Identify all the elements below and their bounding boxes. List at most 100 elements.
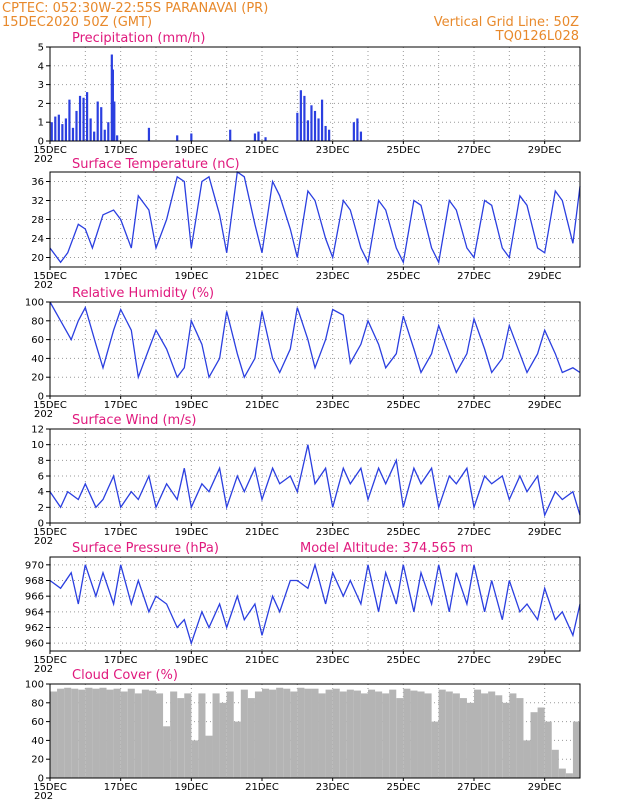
- bar: [61, 124, 64, 141]
- bar: [332, 688, 340, 778]
- year-fragment: 202: [34, 791, 53, 800]
- x-tick-label: 29DEC: [528, 145, 562, 156]
- y-tick-label: 100: [25, 680, 44, 691]
- bar: [96, 101, 99, 141]
- bar: [276, 687, 284, 778]
- bar: [103, 129, 106, 141]
- bar: [328, 129, 331, 141]
- panel-title: Relative Humidity (%): [72, 286, 214, 301]
- x-tick-label: 19DEC: [174, 145, 208, 156]
- bar: [107, 122, 110, 141]
- bar: [100, 107, 103, 141]
- y-tick-label: 20: [31, 373, 44, 384]
- y-tick-label: 970: [25, 560, 44, 571]
- bar: [306, 120, 310, 141]
- bar: [240, 689, 248, 778]
- bar: [254, 691, 262, 778]
- bar: [92, 688, 100, 778]
- y-tick-label: 100: [25, 298, 44, 309]
- y-tick-label: 6: [38, 472, 44, 483]
- x-tick-label: 21DEC: [245, 400, 279, 411]
- bar: [113, 688, 121, 778]
- series-line: [49, 170, 581, 265]
- bar: [106, 689, 114, 778]
- x-tick-label: 17DEC: [104, 145, 138, 156]
- bar: [191, 740, 199, 778]
- x-tick-label: 29DEC: [528, 782, 562, 793]
- bar: [551, 749, 559, 778]
- year-fragment: 202: [34, 154, 53, 165]
- bar: [50, 691, 58, 778]
- bar: [163, 726, 171, 778]
- bar: [75, 110, 78, 141]
- bar: [120, 691, 128, 778]
- bar: [360, 693, 368, 778]
- x-tick-label: 29DEC: [528, 527, 562, 538]
- y-tick-label: 28: [31, 215, 44, 226]
- bar: [317, 118, 320, 141]
- y-tick-label: 32: [31, 196, 44, 207]
- x-tick-label: 19DEC: [174, 271, 208, 282]
- bar: [226, 691, 234, 778]
- x-tick-label: 27DEC: [457, 782, 491, 793]
- x-tick-label: 23DEC: [316, 271, 350, 282]
- bar: [565, 773, 573, 778]
- x-tick-label: 21DEC: [245, 145, 279, 156]
- x-tick-label: 15DEC: [33, 655, 67, 666]
- bar: [85, 687, 93, 778]
- x-tick-label: 23DEC: [316, 782, 350, 793]
- x-tick-label: 29DEC: [528, 400, 562, 411]
- panel-0: 0 1 2 3 4 5 15DEC 17DEC 19DEC 21DEC 23DEC 25DEC 27DE…: [33, 31, 581, 165]
- y-tick-label: 0: [38, 519, 44, 530]
- bar: [184, 693, 192, 778]
- bar: [229, 129, 232, 141]
- y-tick-label: 12: [31, 425, 44, 436]
- y-tick-label: 24: [31, 234, 44, 245]
- panel-3: 0 2 4 6 8 10 12 15DEC 17DEC 19DEC 21DEC 23DEC 25DEC 2…: [31, 413, 581, 547]
- y-tick-label: 5: [38, 43, 44, 54]
- bar: [264, 137, 267, 141]
- year-fragment: 202: [34, 536, 53, 547]
- x-tick-label: 15DEC: [33, 782, 67, 793]
- bar: [64, 687, 72, 778]
- y-tick-label: 2: [38, 503, 44, 514]
- panel-title: Precipitation (mm/h): [72, 31, 205, 46]
- bar: [134, 693, 142, 778]
- bar: [410, 690, 418, 778]
- panel-title: Surface Temperature (nC): [72, 157, 240, 172]
- bar: [176, 135, 179, 141]
- bar: [375, 691, 383, 778]
- x-tick-label: 23DEC: [316, 527, 350, 538]
- x-tick-label: 25DEC: [386, 400, 420, 411]
- bar: [113, 101, 116, 141]
- bar: [324, 125, 327, 141]
- x-tick-label: 25DEC: [386, 655, 420, 666]
- bar: [89, 118, 92, 141]
- bar: [269, 689, 277, 778]
- x-tick-label: 25DEC: [386, 527, 420, 538]
- bar: [325, 689, 333, 778]
- y-tick-label: 960: [25, 639, 44, 650]
- bar: [488, 691, 496, 778]
- x-tick-label: 21DEC: [245, 271, 279, 282]
- bar: [68, 99, 71, 141]
- x-tick-label: 19DEC: [174, 782, 208, 793]
- year-fragment: 202: [34, 280, 53, 291]
- header-station: CPTEC: 052:30W-22:55S PARANAVAI (PR): [2, 1, 268, 16]
- bar: [368, 689, 376, 778]
- bar: [205, 735, 213, 778]
- bar: [389, 689, 397, 778]
- header-model: TQ0126L028: [495, 29, 579, 44]
- y-tick-label: 964: [25, 607, 44, 618]
- y-tick-label: 60: [31, 335, 44, 346]
- bar: [116, 135, 119, 141]
- bar: [303, 95, 306, 141]
- bar: [86, 92, 89, 141]
- y-tick-label: 8: [38, 456, 44, 467]
- bar: [346, 689, 354, 778]
- bar: [177, 698, 185, 778]
- bar: [558, 768, 566, 778]
- x-tick-label: 29DEC: [528, 655, 562, 666]
- y-tick-label: 0: [38, 137, 44, 148]
- panel-4: 960 962 964 966 968 970 15DEC 17DEC 19DEC 21DEC 23…: [25, 541, 581, 675]
